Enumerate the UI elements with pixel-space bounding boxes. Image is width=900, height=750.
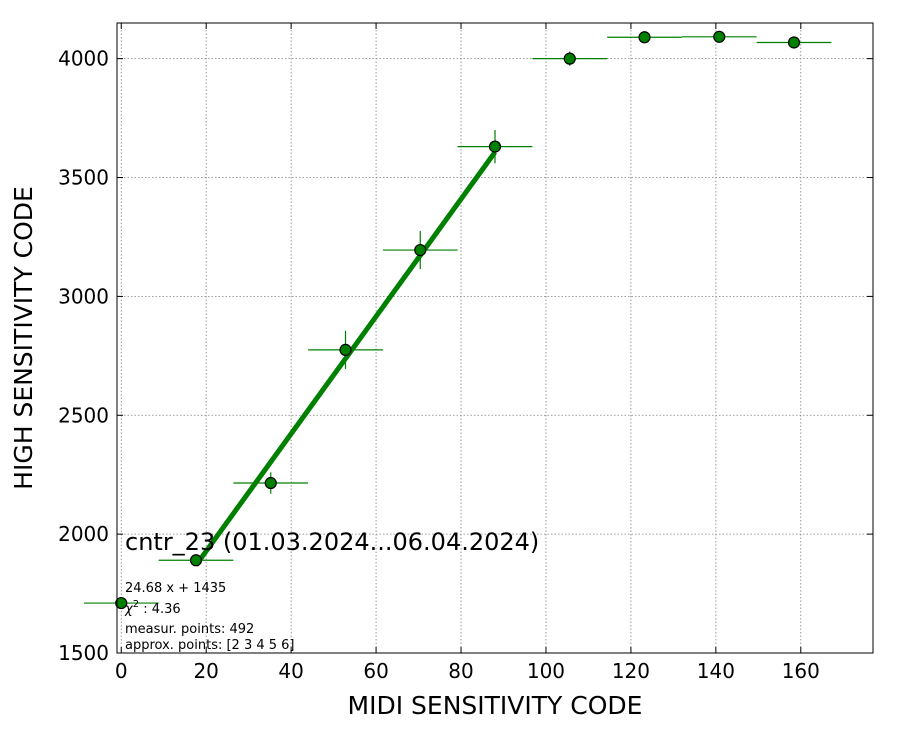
x-tick-label: 40 (278, 659, 303, 683)
chi2-text: χ2 : 4.36 (124, 599, 181, 617)
x-tick-label: 120 (612, 659, 650, 683)
y-axis-title: HIGH SENSITIVITY CODE (9, 186, 38, 490)
y-tick-labels: 1500 2000 2500 3000 3500 4000 (58, 47, 109, 665)
y-tick-label: 4000 (58, 47, 109, 71)
y-tick-label: 3000 (58, 284, 109, 308)
error-bars (83, 34, 832, 604)
x-tick-label: 100 (527, 659, 565, 683)
chi2-exponent: 2 (133, 599, 139, 610)
x-tick-label: 20 (193, 659, 218, 683)
data-point (488, 140, 502, 153)
y-tick-label: 3500 (58, 166, 109, 190)
y-tick-label: 1500 (58, 641, 109, 665)
data-point (713, 30, 726, 43)
chart-annotation-title: cntr_23 (01.03.2024...06.04.2024) (125, 528, 539, 556)
y-tick-label: 2500 (58, 403, 109, 427)
data-point (189, 554, 203, 567)
data-point (264, 476, 277, 490)
data-point (115, 596, 128, 610)
plot-frame (116, 22, 874, 654)
x-axis-title: MIDI SENSITIVITY CODE (348, 691, 643, 720)
y-tick-label: 2000 (58, 522, 109, 546)
data-points (115, 30, 801, 610)
x-tick-label: 80 (448, 659, 473, 683)
fit-equation-text: 24.68 x + 1435 (125, 581, 226, 596)
axis-ticks (117, 23, 873, 654)
approx-points-text: approx. points: [2 3 4 5 6] (125, 638, 295, 653)
chi2-symbol: χ (124, 602, 134, 617)
data-point (787, 36, 801, 49)
grid-lines (117, 23, 873, 654)
x-tick-label: 160 (782, 659, 820, 683)
data-point (414, 243, 427, 257)
chi2-value: : 4.36 (139, 602, 181, 617)
x-tick-label: 0 (115, 659, 128, 683)
x-tick-labels: 0 20 40 60 80 100 120 140 160 (115, 659, 820, 683)
data-point (638, 31, 651, 44)
measur-points-text: measur. points: 492 (125, 622, 254, 637)
x-tick-label: 60 (363, 659, 388, 683)
data-point (339, 343, 352, 356)
x-tick-label: 140 (697, 659, 735, 683)
data-point (563, 52, 576, 65)
